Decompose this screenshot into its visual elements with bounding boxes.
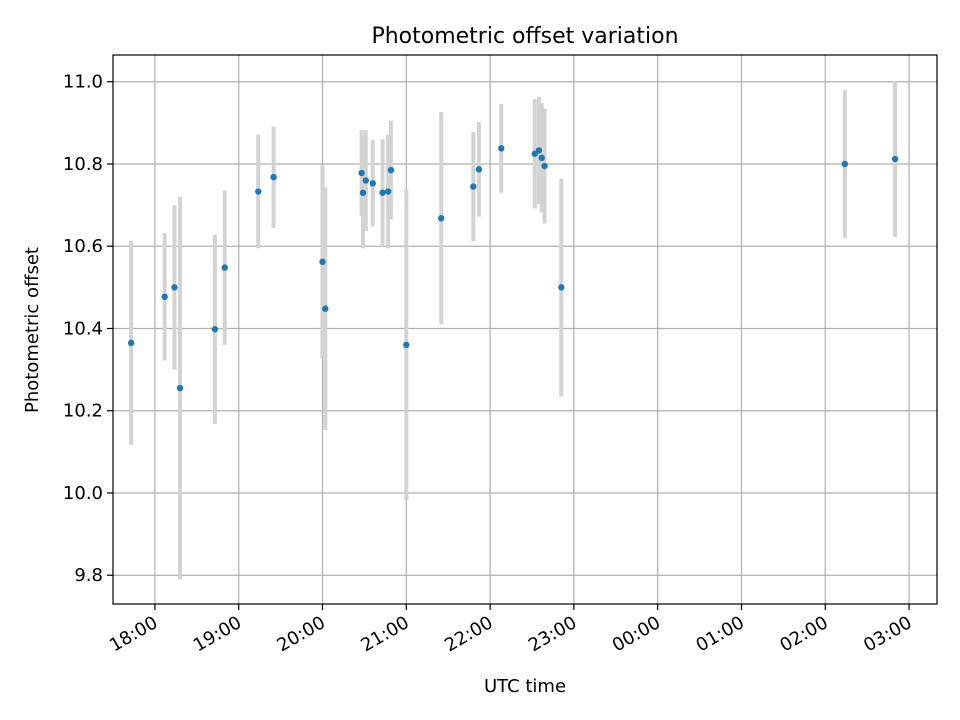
data-point bbox=[470, 183, 477, 190]
data-point bbox=[176, 384, 184, 392]
data-point bbox=[171, 284, 178, 291]
y-tick-label: 10.0 bbox=[63, 483, 103, 504]
data-point bbox=[362, 177, 369, 184]
grid bbox=[113, 55, 937, 604]
data-point bbox=[384, 188, 392, 195]
data-point bbox=[270, 173, 277, 181]
data-point bbox=[359, 189, 367, 196]
y-tick-label: 11.0 bbox=[63, 72, 103, 93]
data-point bbox=[535, 147, 543, 154]
data-point bbox=[369, 180, 376, 187]
data-point bbox=[358, 169, 365, 177]
chart-title: Photometric offset variation bbox=[371, 24, 678, 49]
data-point bbox=[558, 284, 565, 291]
y-tick-label: 10.8 bbox=[63, 154, 103, 175]
y-tick-label: 9.8 bbox=[74, 565, 103, 586]
y-axis-ticks: 9.8 10.0 10.2 10.4 10.6 10.8 11.0 bbox=[63, 72, 113, 586]
plot-frame bbox=[112, 54, 938, 605]
data-point bbox=[379, 189, 386, 196]
data-point bbox=[538, 154, 545, 162]
y-tick-label: 10.4 bbox=[63, 318, 103, 339]
data-point bbox=[438, 215, 445, 222]
x-axis-label: UTC time bbox=[484, 676, 566, 697]
data-point bbox=[387, 166, 395, 174]
data-point bbox=[127, 339, 135, 347]
data-point bbox=[541, 162, 548, 170]
data-point bbox=[161, 293, 168, 301]
y-axis-label: Photometric offset bbox=[22, 247, 43, 413]
data-point bbox=[211, 326, 219, 333]
data-point bbox=[841, 160, 849, 168]
data-point bbox=[475, 166, 483, 173]
y-tick-label: 10.2 bbox=[63, 401, 103, 422]
y-tick-label: 10.6 bbox=[63, 236, 103, 257]
data-point bbox=[221, 264, 228, 271]
data-point bbox=[319, 258, 326, 266]
data-point bbox=[891, 155, 899, 163]
data-point bbox=[255, 188, 262, 195]
data-points bbox=[127, 145, 899, 392]
data-point bbox=[498, 145, 505, 152]
data-point bbox=[403, 341, 410, 349]
data-point bbox=[322, 305, 329, 312]
